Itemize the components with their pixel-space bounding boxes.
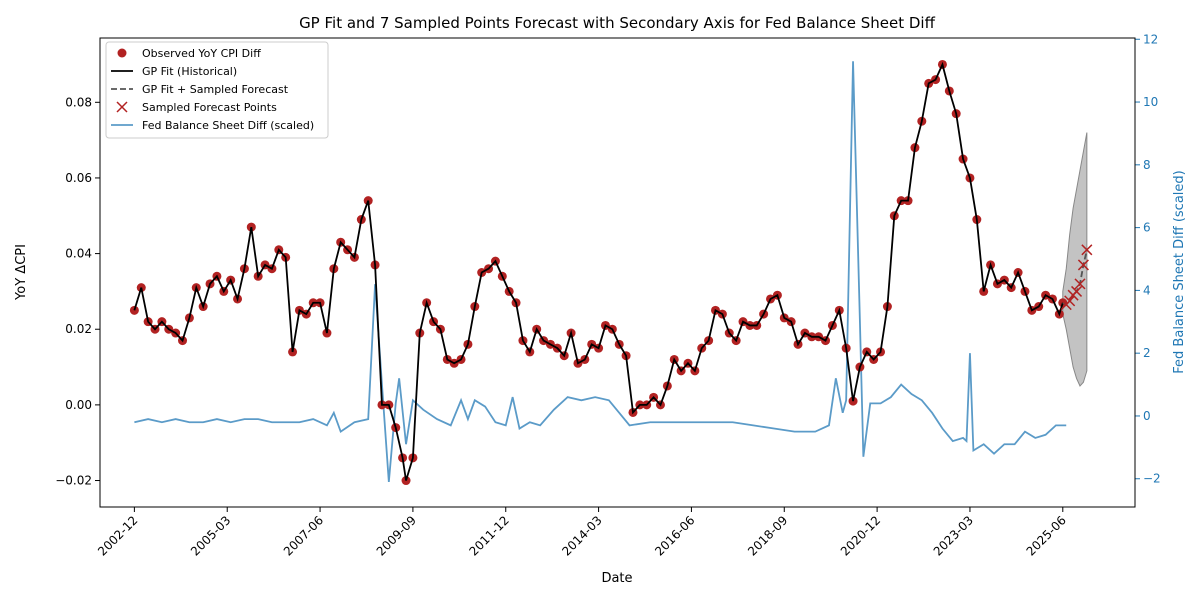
y2-tick-label: −2 xyxy=(1143,472,1161,486)
x-axis-label: Date xyxy=(601,571,632,586)
legend-symbol xyxy=(116,101,128,113)
legend-label: Observed YoY CPI Diff xyxy=(142,47,261,60)
y-tick-label: 0.02 xyxy=(65,322,92,336)
y-tick-label: −0.02 xyxy=(55,474,92,488)
forecast-band xyxy=(1062,132,1088,387)
y2-tick-label: 4 xyxy=(1143,283,1151,297)
x-tick-label: 2018-09 xyxy=(745,513,790,558)
cross-marker xyxy=(1077,259,1089,271)
x-tick-label: 2007-06 xyxy=(281,513,326,558)
line xyxy=(134,61,1067,482)
y-tick-label: 0.06 xyxy=(65,171,92,185)
y2-tick-label: 12 xyxy=(1143,32,1158,46)
legend-label: GP Fit (Historical) xyxy=(142,65,237,78)
cross-marker xyxy=(1081,244,1093,256)
y-tick-label: 0.00 xyxy=(65,398,92,412)
x-tick-label: 2016-06 xyxy=(652,513,697,558)
line xyxy=(133,61,1064,481)
y-axis-label: YoY ΔCPI xyxy=(14,244,29,301)
x-tick-label: 2025-06 xyxy=(1024,513,1069,558)
y2-tick-label: 0 xyxy=(1143,409,1151,423)
x-tick-label: 2002-12 xyxy=(95,513,140,558)
x-tick-label: 2005-03 xyxy=(188,513,233,558)
x-tick-label: 2023-03 xyxy=(931,513,976,558)
y-tick-label: 0.04 xyxy=(65,247,92,261)
y-tick-label: 0.08 xyxy=(65,95,92,109)
y2-tick-label: 2 xyxy=(1143,346,1151,360)
legend-symbol xyxy=(117,48,127,58)
plot-area xyxy=(129,59,1093,486)
y2-tick-label: 10 xyxy=(1143,95,1158,109)
legend: Observed YoY CPI Diff GP Fit (Historical)… xyxy=(105,41,329,139)
x-tick-label: 2020-12 xyxy=(838,513,883,558)
x-tick-label: 2011-12 xyxy=(467,513,512,558)
legend-label: Fed Balance Sheet Diff (scaled) xyxy=(142,119,314,132)
legend-label: GP Fit + Sampled Forecast xyxy=(142,83,289,96)
y2-axis-label: Fed Balance Sheet Diff (scaled) xyxy=(1172,170,1187,373)
cross-marker xyxy=(1064,295,1076,307)
y2-tick-label: 6 xyxy=(1143,221,1151,235)
y2-tick-label: 8 xyxy=(1143,158,1151,172)
legend-label: Sampled Forecast Points xyxy=(142,101,277,114)
plot-frame xyxy=(99,37,1136,508)
x-tick-label: 2014-03 xyxy=(559,513,604,558)
chart-title: GP Fit and 7 Sampled Points Forecast wit… xyxy=(299,14,936,32)
x-tick-label: 2009-09 xyxy=(374,513,419,558)
cross-marker xyxy=(1071,285,1083,297)
legend-box xyxy=(105,41,329,139)
cross-marker xyxy=(1074,278,1086,290)
